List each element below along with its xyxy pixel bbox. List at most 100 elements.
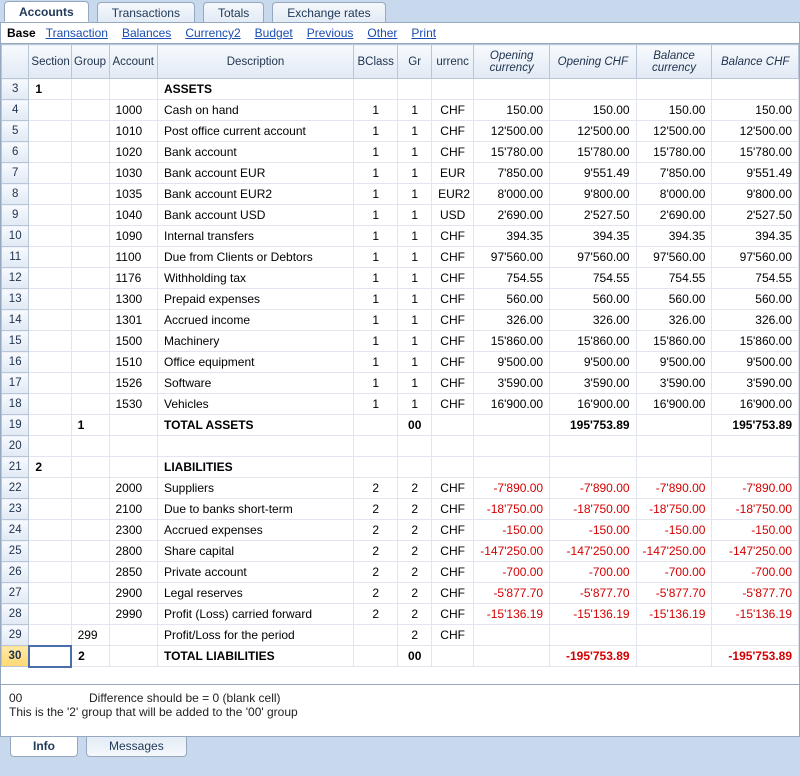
cell-group[interactable] bbox=[71, 520, 109, 541]
grid-area[interactable]: SectionGroupAccountDescriptionBClassGrur… bbox=[0, 44, 800, 685]
cell-section[interactable] bbox=[29, 625, 71, 646]
tab-accounts[interactable]: Accounts bbox=[4, 1, 89, 22]
cell-group[interactable] bbox=[71, 268, 109, 289]
table-row[interactable]: 282990Profit (Loss) carried forward22CHF… bbox=[2, 604, 799, 625]
cell-description[interactable] bbox=[157, 436, 353, 457]
cell-bclass[interactable]: 2 bbox=[354, 562, 398, 583]
cell-group[interactable] bbox=[71, 394, 109, 415]
cell-balance-currency[interactable]: 394.35 bbox=[636, 226, 712, 247]
cell-balance-chf[interactable]: 195'753.89 bbox=[712, 415, 799, 436]
cell-currency[interactable]: EUR2 bbox=[432, 184, 474, 205]
cell-account[interactable]: 1500 bbox=[109, 331, 157, 352]
cell-account[interactable] bbox=[109, 436, 157, 457]
cell-description[interactable]: Due from Clients or Debtors bbox=[157, 247, 353, 268]
cell-opening-chf[interactable]: 150.00 bbox=[550, 100, 636, 121]
cell-opening-currency[interactable]: 15'860.00 bbox=[474, 331, 550, 352]
cell-description[interactable]: TOTAL LIABILITIES bbox=[157, 646, 353, 667]
cell-section[interactable] bbox=[29, 142, 71, 163]
col-header-group[interactable]: Group bbox=[71, 45, 109, 79]
cell-opening-currency[interactable] bbox=[474, 625, 550, 646]
cell-currency[interactable]: CHF bbox=[432, 352, 474, 373]
cell-gr[interactable]: 2 bbox=[398, 562, 432, 583]
cell-group[interactable] bbox=[71, 499, 109, 520]
cell-opening-currency[interactable]: 394.35 bbox=[474, 226, 550, 247]
cell-opening-chf[interactable]: 12'500.00 bbox=[550, 121, 636, 142]
cell-description[interactable]: Prepaid expenses bbox=[157, 289, 353, 310]
cell-section[interactable] bbox=[29, 562, 71, 583]
cell-section[interactable] bbox=[29, 436, 71, 457]
table-row[interactable]: 41000Cash on hand11CHF150.00150.00150.00… bbox=[2, 100, 799, 121]
col-header-gr[interactable]: Gr bbox=[398, 45, 432, 79]
cell-bclass[interactable] bbox=[354, 79, 398, 100]
cell-currency[interactable]: CHF bbox=[432, 478, 474, 499]
cell-bclass[interactable]: 1 bbox=[354, 373, 398, 394]
cell-description[interactable]: Withholding tax bbox=[157, 268, 353, 289]
cell-balance-chf[interactable] bbox=[712, 457, 799, 478]
row-header[interactable]: 23 bbox=[2, 499, 29, 520]
cell-group[interactable]: 1 bbox=[71, 415, 109, 436]
cell-description[interactable]: Accrued income bbox=[157, 310, 353, 331]
cell-balance-chf[interactable]: -700.00 bbox=[712, 562, 799, 583]
table-row[interactable]: 181530Vehicles11CHF16'900.0016'900.0016'… bbox=[2, 394, 799, 415]
cell-description[interactable]: TOTAL ASSETS bbox=[157, 415, 353, 436]
cell-account[interactable]: 2800 bbox=[109, 541, 157, 562]
cell-opening-chf[interactable]: -5'877.70 bbox=[550, 583, 636, 604]
cell-section[interactable] bbox=[29, 604, 71, 625]
cell-opening-currency[interactable]: 3'590.00 bbox=[474, 373, 550, 394]
cell-gr[interactable]: 1 bbox=[398, 394, 432, 415]
cell-group[interactable]: 2 bbox=[71, 646, 109, 667]
cell-balance-chf[interactable]: -15'136.19 bbox=[712, 604, 799, 625]
cell-balance-chf[interactable]: 12'500.00 bbox=[712, 121, 799, 142]
cell-balance-chf[interactable]: 9'800.00 bbox=[712, 184, 799, 205]
table-row[interactable]: 232100Due to banks short-term22CHF-18'75… bbox=[2, 499, 799, 520]
cell-description[interactable]: Profit/Loss for the period bbox=[157, 625, 353, 646]
cell-balance-currency[interactable]: 97'560.00 bbox=[636, 247, 712, 268]
cell-bclass[interactable]: 1 bbox=[354, 331, 398, 352]
cell-balance-currency[interactable]: 9'500.00 bbox=[636, 352, 712, 373]
cell-opening-currency[interactable]: 754.55 bbox=[474, 268, 550, 289]
cell-section[interactable] bbox=[29, 121, 71, 142]
cell-balance-currency[interactable]: 150.00 bbox=[636, 100, 712, 121]
cell-currency[interactable]: CHF bbox=[432, 310, 474, 331]
cell-opening-chf[interactable]: -18'750.00 bbox=[550, 499, 636, 520]
cell-balance-chf[interactable]: 9'500.00 bbox=[712, 352, 799, 373]
cell-bclass[interactable]: 1 bbox=[354, 142, 398, 163]
cell-account[interactable]: 1035 bbox=[109, 184, 157, 205]
cell-group[interactable] bbox=[71, 310, 109, 331]
cell-section[interactable] bbox=[29, 100, 71, 121]
cell-account[interactable]: 1510 bbox=[109, 352, 157, 373]
cell-currency[interactable]: CHF bbox=[432, 625, 474, 646]
table-row[interactable]: 272900Legal reserves22CHF-5'877.70-5'877… bbox=[2, 583, 799, 604]
cell-group[interactable] bbox=[71, 331, 109, 352]
table-row[interactable]: 171526Software11CHF3'590.003'590.003'590… bbox=[2, 373, 799, 394]
cell-bclass[interactable] bbox=[354, 646, 398, 667]
cell-opening-chf[interactable]: 16'900.00 bbox=[550, 394, 636, 415]
cell-bclass[interactable] bbox=[354, 457, 398, 478]
cell-balance-currency[interactable]: 15'780.00 bbox=[636, 142, 712, 163]
cell-balance-currency[interactable]: -147'250.00 bbox=[636, 541, 712, 562]
table-row[interactable]: 302TOTAL LIABILITIES00-195'753.89-195'75… bbox=[2, 646, 799, 667]
cell-description[interactable]: Legal reserves bbox=[157, 583, 353, 604]
table-row[interactable]: 262850Private account22CHF-700.00-700.00… bbox=[2, 562, 799, 583]
cell-balance-currency[interactable] bbox=[636, 646, 712, 667]
cell-balance-currency[interactable]: -5'877.70 bbox=[636, 583, 712, 604]
table-row[interactable]: 101090Internal transfers11CHF394.35394.3… bbox=[2, 226, 799, 247]
table-row[interactable]: 81035Bank account EUR211EUR28'000.009'80… bbox=[2, 184, 799, 205]
cell-gr[interactable]: 1 bbox=[398, 100, 432, 121]
table-row[interactable]: 161510Office equipment11CHF9'500.009'500… bbox=[2, 352, 799, 373]
row-header[interactable]: 7 bbox=[2, 163, 29, 184]
cell-gr[interactable]: 1 bbox=[398, 247, 432, 268]
cell-opening-chf[interactable] bbox=[550, 457, 636, 478]
row-header[interactable]: 29 bbox=[2, 625, 29, 646]
subtab-balances[interactable]: Balances bbox=[122, 26, 171, 40]
cell-account[interactable]: 2000 bbox=[109, 478, 157, 499]
cell-balance-currency[interactable]: 15'860.00 bbox=[636, 331, 712, 352]
cell-currency[interactable] bbox=[432, 415, 474, 436]
row-header[interactable]: 11 bbox=[2, 247, 29, 268]
cell-bclass[interactable]: 1 bbox=[354, 310, 398, 331]
cell-section[interactable]: 2 bbox=[29, 457, 71, 478]
row-header[interactable]: 14 bbox=[2, 310, 29, 331]
col-header-account[interactable]: Account bbox=[109, 45, 157, 79]
cell-balance-chf[interactable]: 3'590.00 bbox=[712, 373, 799, 394]
cell-gr[interactable]: 1 bbox=[398, 121, 432, 142]
